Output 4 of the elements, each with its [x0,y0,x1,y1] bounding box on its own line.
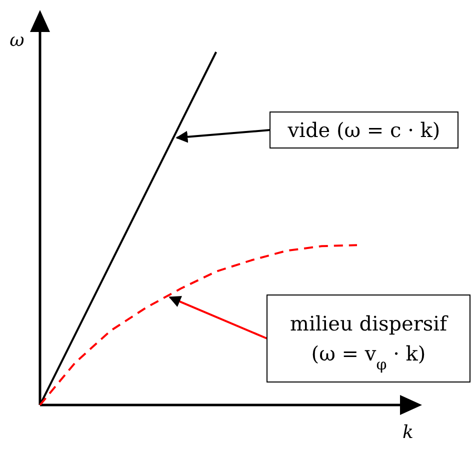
y-axis-title: ω [10,30,25,51]
x-axis-title: k [402,422,414,443]
annotation: milieu dispersif (ω = v$_{φ}$ · k) [290,312,449,374]
annotation: vide (ω = c · k) [286,118,440,142]
